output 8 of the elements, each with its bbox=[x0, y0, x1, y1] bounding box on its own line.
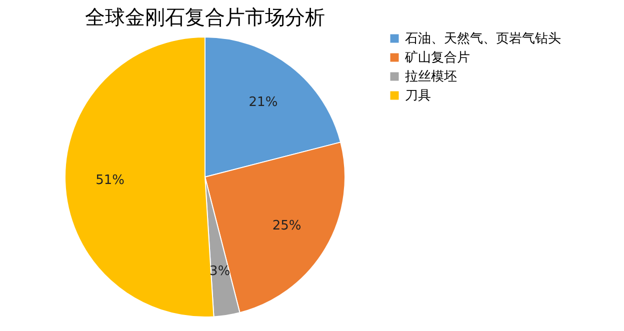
legend-label: 刀具 bbox=[405, 88, 431, 104]
legend-label: 拉丝模坯 bbox=[405, 70, 457, 84]
data-label: 51% bbox=[96, 172, 124, 188]
legend-label: 矿山复合片 bbox=[404, 50, 470, 66]
data-label: 21% bbox=[248, 94, 278, 110]
legend-label: 石油、天然气、页岩气钻头 bbox=[405, 32, 561, 46]
chart-title: 全球金刚石复合片市场分析 bbox=[85, 5, 325, 29]
data-label: 25% bbox=[272, 218, 302, 234]
